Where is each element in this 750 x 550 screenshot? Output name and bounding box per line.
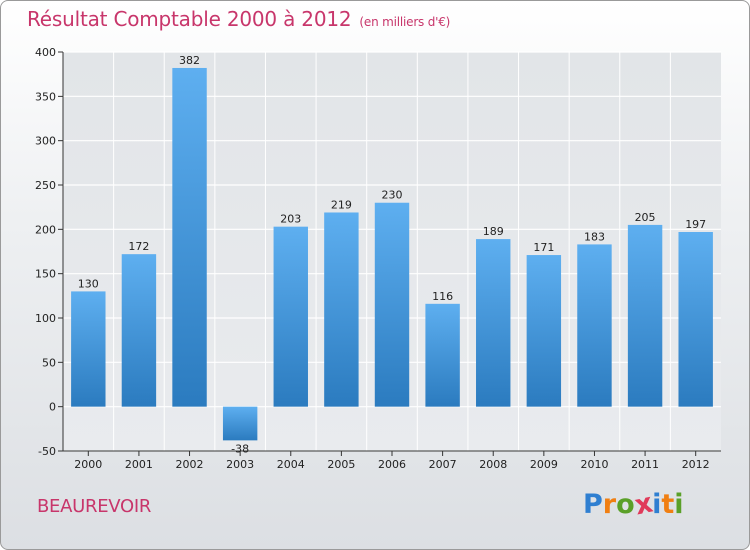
logo-letter: i bbox=[674, 489, 684, 520]
bar-2004 bbox=[273, 226, 308, 407]
y-tick-label: 200 bbox=[35, 223, 56, 236]
x-tick-label-2002: 2002 bbox=[176, 458, 204, 471]
y-tick-label: 250 bbox=[35, 179, 56, 192]
bar-2003 bbox=[222, 406, 258, 441]
data-label-2005: 219 bbox=[331, 198, 352, 211]
y-tick-label: 350 bbox=[35, 90, 56, 103]
y-tick-label: -50 bbox=[38, 445, 56, 458]
bar-2005 bbox=[324, 212, 359, 407]
data-label-2008: 189 bbox=[483, 225, 504, 238]
chart-subtitle: (en milliers d'€) bbox=[359, 15, 451, 29]
bar-2008 bbox=[476, 239, 511, 407]
x-tick-label-2000: 2000 bbox=[74, 458, 102, 471]
data-label-2012: 197 bbox=[685, 218, 706, 231]
logo-letter: o bbox=[616, 489, 635, 520]
x-tick-label-2001: 2001 bbox=[125, 458, 153, 471]
x-tick-label-2003: 2003 bbox=[226, 458, 254, 471]
x-tick-label-2006: 2006 bbox=[378, 458, 406, 471]
x-tick-label-2012: 2012 bbox=[682, 458, 710, 471]
bar-2007 bbox=[425, 303, 460, 407]
y-tick-label: 400 bbox=[35, 46, 56, 59]
data-label-2010: 183 bbox=[584, 230, 605, 243]
location-name: BEAUREVOIR bbox=[37, 496, 152, 517]
data-label-2001: 172 bbox=[128, 240, 149, 253]
bar-2009 bbox=[526, 255, 562, 407]
bar-2012 bbox=[678, 231, 713, 407]
data-label-2006: 230 bbox=[382, 189, 403, 202]
data-label-2002: 382 bbox=[179, 54, 200, 67]
x-tick-label-2005: 2005 bbox=[327, 458, 355, 471]
y-tick-label: 300 bbox=[35, 135, 56, 148]
logo-letter: r bbox=[602, 489, 617, 520]
x-tick-label-2007: 2007 bbox=[429, 458, 457, 471]
x-tick-label-2004: 2004 bbox=[277, 458, 305, 471]
proxiti-logo: Proxiti bbox=[583, 488, 684, 522]
x-tick-label-2008: 2008 bbox=[479, 458, 507, 471]
logo-letter: i bbox=[652, 489, 662, 520]
y-tick-label: 0 bbox=[49, 401, 56, 414]
bars bbox=[71, 67, 713, 441]
x-tick-label-2009: 2009 bbox=[530, 458, 558, 471]
logo-letter: t bbox=[661, 489, 675, 520]
y-tick-label: 50 bbox=[42, 356, 56, 369]
bar-2000 bbox=[71, 291, 106, 407]
bar-2001 bbox=[121, 254, 157, 407]
x-tick-label-2010: 2010 bbox=[580, 458, 608, 471]
logo-letter: P bbox=[583, 489, 603, 520]
y-tick-label: 100 bbox=[35, 312, 56, 325]
data-label-2000: 130 bbox=[78, 277, 99, 290]
data-label-2004: 203 bbox=[280, 213, 301, 226]
bar-2011 bbox=[627, 224, 663, 407]
bar-2006 bbox=[374, 202, 410, 407]
y-tick-label: 150 bbox=[35, 268, 56, 281]
chart-title-text: Résultat Comptable 2000 à 2012 bbox=[27, 7, 352, 31]
data-label-2011: 205 bbox=[635, 211, 656, 224]
bar-2010 bbox=[577, 244, 612, 407]
bar-2002 bbox=[172, 67, 207, 407]
x-tick-label-2011: 2011 bbox=[631, 458, 659, 471]
chart-title: Résultat Comptable 2000 à 2012 (en millie… bbox=[27, 7, 450, 31]
axes bbox=[58, 51, 721, 456]
data-label-2003: -38 bbox=[231, 442, 249, 455]
data-label-2007: 116 bbox=[432, 290, 453, 303]
data-label-2009: 171 bbox=[533, 241, 554, 254]
labels: -50 0 50 100 150 200 250 300 350 400 130 2000 172 200… bbox=[35, 46, 710, 471]
